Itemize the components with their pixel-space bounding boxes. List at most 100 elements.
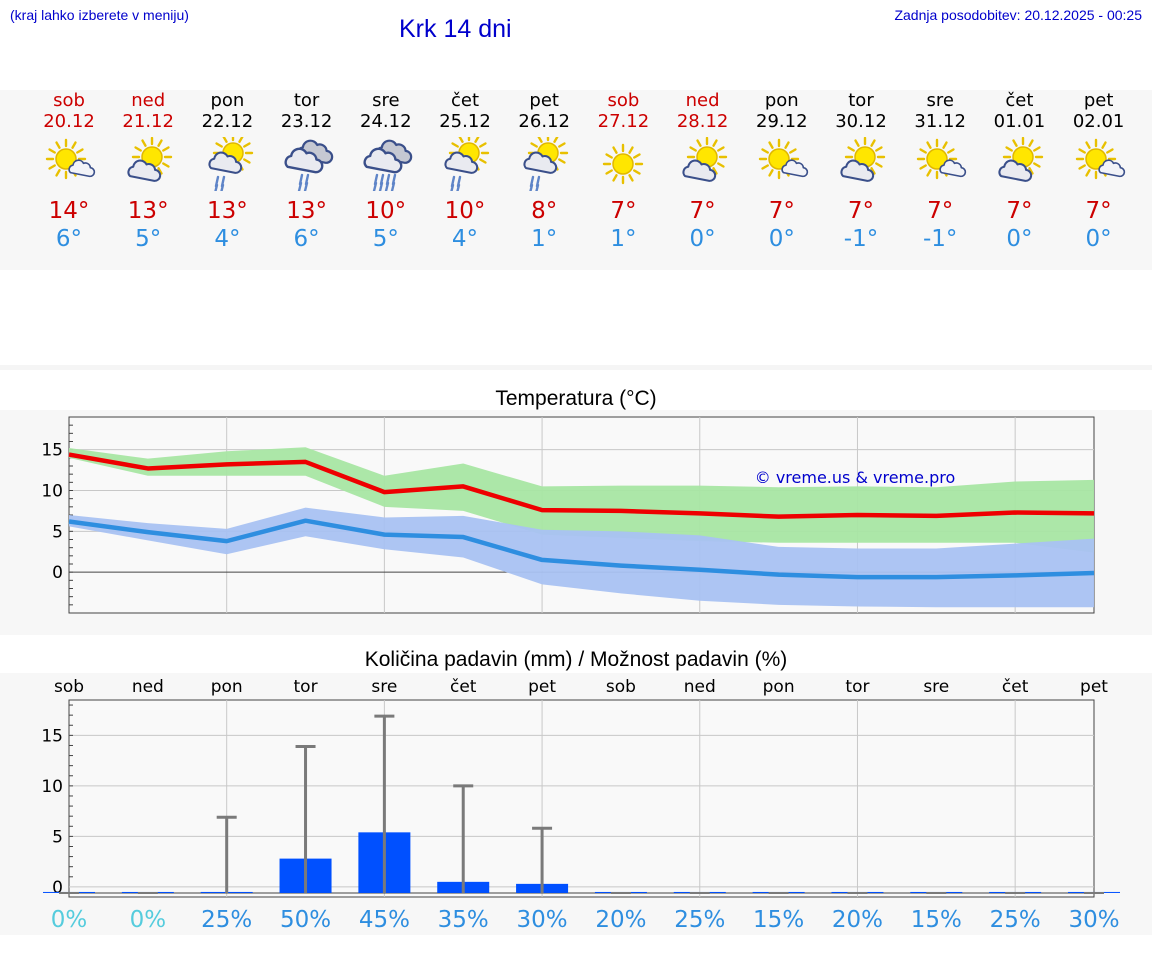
x-category-label: čet <box>450 677 477 697</box>
temperature-chart-title: Temperatura (°C) <box>495 387 657 410</box>
x-category-label: ned <box>684 677 716 697</box>
day-date: 30.12 <box>835 111 887 132</box>
cloud-sun-icon <box>840 137 886 182</box>
day-name: sob <box>607 90 640 111</box>
day-name: sre <box>372 90 400 111</box>
precipitation-probability: 25% <box>201 907 252 933</box>
min-temperature: 6° <box>293 226 320 252</box>
day-date: 22.12 <box>201 111 254 132</box>
max-temperature: 8° <box>531 198 558 224</box>
max-temperature: 7° <box>847 198 875 224</box>
max-temperature: 7° <box>927 198 954 224</box>
day-name: ned <box>131 90 166 111</box>
watermark: © vreme.us & vreme.pro <box>755 468 956 487</box>
day-date: 29.12 <box>756 111 808 132</box>
page-title: Krk 14 dni <box>399 15 512 43</box>
max-temperature: 13° <box>207 198 248 224</box>
day-column: čet 01.01 7° 0° <box>979 90 1059 253</box>
day-name: sob <box>53 90 85 111</box>
sun-cloud-icon <box>758 138 808 180</box>
cloudy-rain-icon <box>284 139 333 191</box>
day-column: pon 22.12 13° 4° <box>187 90 267 253</box>
day-column: ned 28.12 7° 0° <box>663 90 743 253</box>
x-category-label: sob <box>606 677 636 697</box>
day-date: 21.12 <box>122 111 174 132</box>
day-date: 24.12 <box>360 111 412 132</box>
x-category-label: pet <box>528 677 556 697</box>
day-column: sre 31.12 7° -1° <box>900 90 980 253</box>
min-temperature: 4° <box>451 226 479 252</box>
max-temperature: 7° <box>689 198 716 224</box>
divider <box>0 365 1152 370</box>
cloudy-heavy-rain-icon <box>363 139 413 191</box>
day-name: tor <box>848 90 874 111</box>
x-category-label: ned <box>132 677 164 697</box>
cloud-sun-icon <box>127 137 173 182</box>
plot-area <box>68 699 1095 898</box>
precipitation-probability: 25% <box>674 907 725 933</box>
day-date: 20.12 <box>43 111 95 132</box>
day-column: pet 02.01 7° 0° <box>1059 90 1139 253</box>
min-temperature: -1° <box>843 226 879 252</box>
day-name: čet <box>450 90 480 111</box>
day-date: 02.01 <box>1072 111 1125 132</box>
day-column: sob 20.12 14° 6° <box>29 90 109 253</box>
min-temperature-range-band <box>69 507 1094 608</box>
x-category-label: sre <box>923 677 949 697</box>
precipitation-probability: 30% <box>1068 907 1119 933</box>
min-temperature: 0° <box>689 226 716 252</box>
day-name: sre <box>926 90 954 111</box>
day-date: 31.12 <box>914 111 966 132</box>
day-name: pon <box>764 90 799 111</box>
day-date: 23.12 <box>280 111 333 132</box>
precipitation-probability: 35% <box>438 907 489 933</box>
min-temperature: 5° <box>135 226 162 252</box>
day-column: sob 27.12 7° 1° <box>583 90 663 253</box>
cloud-sun-icon <box>998 137 1044 182</box>
precipitation-probability: 50% <box>280 907 331 933</box>
min-temperature: -1° <box>922 226 958 252</box>
day-column: tor 23.12 13° 6° <box>267 90 347 253</box>
min-temperature-line <box>68 518 1095 580</box>
precipitation-probability: 15% <box>753 907 804 933</box>
day-column: sre 24.12 10° 5° <box>346 90 426 253</box>
precipitation-probability: 15% <box>911 907 962 933</box>
day-name: pet <box>1083 90 1114 111</box>
precipitation-probability: 0% <box>130 907 167 933</box>
day-column: pet 26.12 8° 1° <box>504 90 584 253</box>
precipitation-probability: 30% <box>517 907 568 933</box>
day-date: 26.12 <box>518 111 570 132</box>
day-column: tor 30.12 7° -1° <box>821 90 901 253</box>
precipitation-chart: 15 10 5 0 sob ned pon tor sre čet pet sob ned pon tor s… <box>0 673 1152 935</box>
precipitation-probability: 25% <box>990 907 1041 933</box>
x-category-label: sre <box>371 677 397 697</box>
sun-cloud-icon <box>916 138 967 180</box>
max-temperature: 14° <box>48 198 90 224</box>
min-temperature: 0° <box>1085 226 1112 252</box>
day-column: ned 21.12 13° 5° <box>108 90 188 253</box>
min-temperature: 6° <box>55 226 83 252</box>
sun-cloud-icon <box>1075 138 1125 180</box>
menu-hint: (kraj lahko izberete v meniju) <box>10 7 189 23</box>
day-name: pon <box>210 90 245 111</box>
min-temperature: 1° <box>610 226 637 252</box>
day-name: tor <box>293 90 320 111</box>
y-tick-label: 0 <box>52 563 63 583</box>
precipitation-probability: 0% <box>51 907 88 933</box>
precipitation-chart-title: Količina padavin (mm) / Možnost padavin … <box>364 648 788 671</box>
day-column: čet 25.12 10° 4° <box>425 90 505 253</box>
y-tick-label: 5 <box>52 827 63 847</box>
y-tick-label: 0 <box>52 878 63 898</box>
x-category-label: sob <box>54 677 84 697</box>
max-temperature-range-band <box>69 447 1094 553</box>
x-category-label: pon <box>211 677 243 697</box>
day-date: 27.12 <box>597 111 650 132</box>
sun-cloud-rain-icon <box>444 137 490 191</box>
day-name: pet <box>529 90 559 111</box>
max-temperature: 10° <box>365 198 407 224</box>
cloud-sun-rain-icon <box>208 137 254 191</box>
x-category-label: tor <box>294 677 318 697</box>
y-tick-label: 10 <box>41 777 63 797</box>
sun-cloud-icon <box>45 138 96 180</box>
y-tick-label: 10 <box>41 482 63 502</box>
